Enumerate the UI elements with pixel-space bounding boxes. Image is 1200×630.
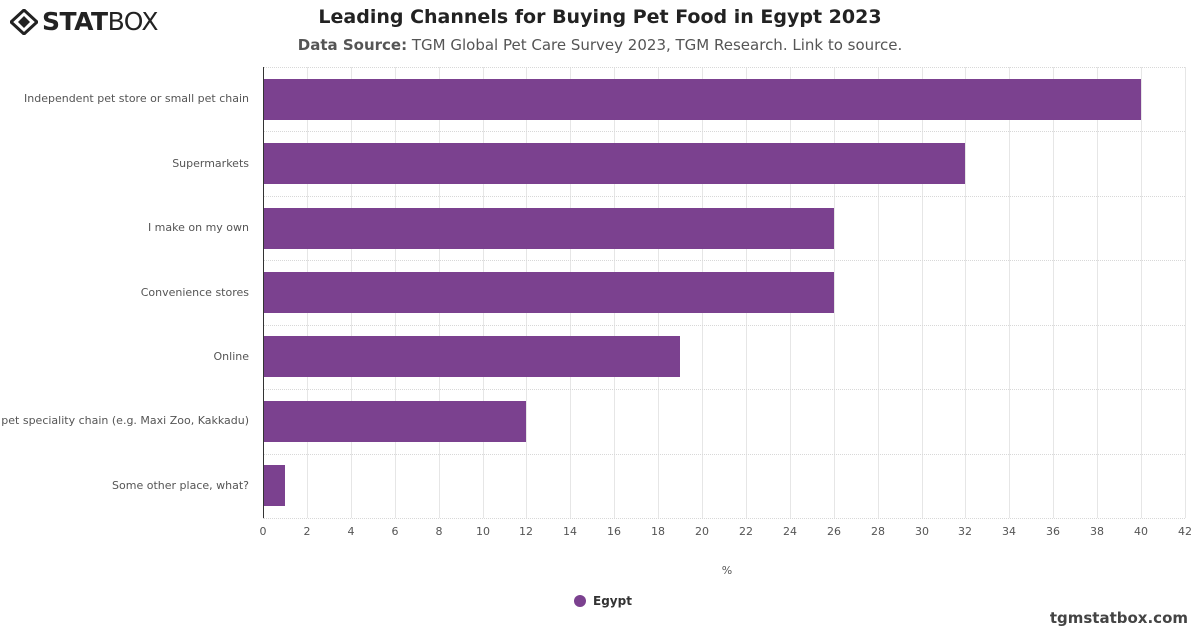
subtitle-label: Data Source: — [297, 36, 408, 54]
bar[interactable] — [263, 272, 834, 313]
category-label: pet speciality chain (e.g. Maxi Zoo, Kak… — [1, 414, 249, 427]
x-tick-label: 28 — [871, 525, 885, 538]
y-axis-line — [263, 67, 264, 518]
x-tick-label: 2 — [303, 525, 311, 538]
plot-area — [263, 67, 1186, 519]
category-label: Independent pet store or small pet chain — [24, 92, 249, 105]
category-label: Some other place, what? — [112, 479, 249, 492]
footer-brand: tgmstatbox.com — [1049, 609, 1188, 627]
x-tick-label: 20 — [695, 525, 709, 538]
x-tick-label: 22 — [739, 525, 753, 538]
logo-light-text: BOX — [107, 7, 159, 36]
gridline — [878, 67, 879, 518]
logo-bold-text: STAT — [42, 7, 108, 36]
category-label: Online — [213, 350, 249, 363]
band-separator — [263, 325, 1185, 326]
x-tick-label: 26 — [827, 525, 841, 538]
x-tick-label: 10 — [476, 525, 490, 538]
chart-subtitle[interactable]: Data Source: TGM Global Pet Care Survey … — [0, 36, 1200, 54]
x-tick-label: 34 — [1002, 525, 1016, 538]
statbox-logo: STATBOX — [10, 7, 159, 37]
chart-title: Leading Channels for Buying Pet Food in … — [318, 6, 882, 28]
gridline — [922, 67, 923, 518]
x-tick-label: 8 — [435, 525, 443, 538]
x-tick-label: 30 — [915, 525, 929, 538]
bar[interactable] — [263, 208, 834, 249]
band-separator — [263, 131, 1185, 132]
bar[interactable] — [263, 79, 1141, 120]
category-label: Convenience stores — [140, 286, 249, 299]
band-separator — [263, 196, 1185, 197]
legend-item-egypt[interactable]: Egypt — [574, 594, 632, 608]
category-label: I make on my own — [147, 221, 249, 234]
bar[interactable] — [263, 401, 526, 442]
x-tick-label: 4 — [347, 525, 355, 538]
x-tick-label: 6 — [391, 525, 399, 538]
gridline — [1185, 67, 1186, 518]
bar[interactable] — [263, 465, 285, 506]
gridline — [965, 67, 966, 518]
x-tick-label: 40 — [1134, 525, 1148, 538]
gridline — [834, 67, 835, 518]
x-tick-label: 14 — [563, 525, 577, 538]
gridline — [1141, 67, 1142, 518]
band-separator — [263, 67, 1185, 68]
bar[interactable] — [263, 143, 965, 184]
category-label: Supermarkets — [172, 157, 249, 170]
gridline — [1097, 67, 1098, 518]
band-separator — [263, 518, 1185, 519]
x-tick-label: 16 — [607, 525, 621, 538]
x-tick-label: 32 — [958, 525, 972, 538]
legend-marker-icon — [574, 595, 586, 607]
source-link[interactable]: TGM Global Pet Care Survey 2023, TGM Res… — [407, 36, 903, 54]
gridline — [1053, 67, 1054, 518]
x-axis-title: % — [721, 564, 733, 577]
gridline — [1009, 67, 1010, 518]
bar[interactable] — [263, 336, 680, 377]
band-separator — [263, 260, 1185, 261]
band-separator — [263, 389, 1185, 390]
x-tick-label: 18 — [651, 525, 665, 538]
x-tick-label: 42 — [1178, 525, 1192, 538]
x-tick-label: 36 — [1046, 525, 1060, 538]
x-tick-label: 0 — [259, 525, 267, 538]
band-separator — [263, 454, 1185, 455]
x-tick-label: 24 — [783, 525, 797, 538]
x-tick-label: 12 — [519, 525, 533, 538]
statbox-diamond-icon — [10, 9, 38, 35]
legend-label: Egypt — [593, 594, 632, 608]
x-tick-label: 38 — [1090, 525, 1104, 538]
